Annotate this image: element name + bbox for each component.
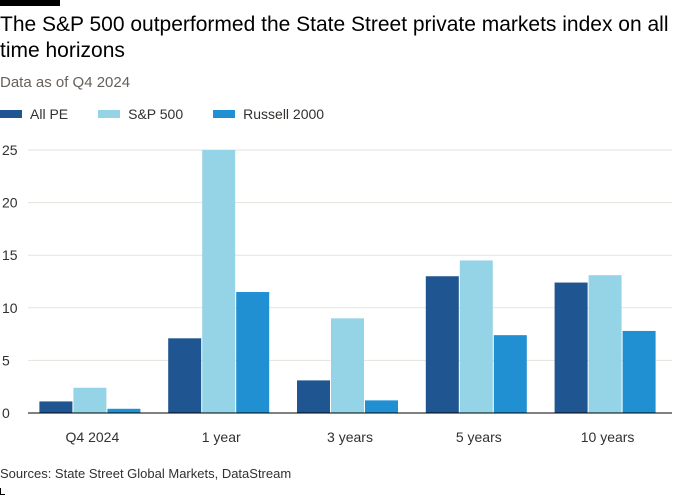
bar [365,400,398,413]
bar [236,292,270,413]
legend-swatch-russell-2000 [213,110,236,118]
bar [331,318,364,413]
chart-title: The S&P 500 outperformed the State Stree… [0,13,669,62]
bar [425,276,459,413]
bar [459,260,493,413]
legend-item-sp500: S&P 500 [98,106,183,122]
chart-legend: All PE S&P 500 Russell 2000 [0,105,354,123]
bar [622,330,656,413]
bar [107,408,141,413]
y-tick-label: 20 [2,195,18,211]
legend-label-sp500: S&P 500 [128,106,184,122]
x-tick-label: 3 years [327,429,373,445]
bar [168,338,202,413]
header-rule [0,0,60,6]
legend-swatch-all-pe [0,110,22,118]
legend-label-all-pe: All PE [30,106,69,122]
x-tick-label: 10 years [581,429,635,445]
legend-swatch-sp500 [98,110,121,118]
source-note: Sources: State Street Global Markets, Da… [0,466,292,481]
y-tick-label: 25 [2,142,18,158]
x-tick-label: 5 years [456,429,502,445]
bar [39,401,73,413]
y-tick-label: 15 [2,247,18,263]
bar [493,335,527,413]
legend-item-russell-2000: Russell 2000 [213,106,324,122]
bar [588,275,622,413]
bar [297,380,330,413]
bar [554,282,588,413]
bar [73,387,107,413]
corner-mark [0,488,5,495]
y-tick-label: 0 [2,405,10,421]
y-tick-label: 5 [2,352,10,368]
chart-subtitle: Data as of Q4 2024 [0,74,131,91]
bar [202,150,236,413]
x-tick-label: 1 year [202,429,241,445]
legend-item-all-pe: All PE [0,106,68,122]
x-tick-label: Q4 2024 [66,429,120,445]
legend-label-russell-2000: Russell 2000 [243,106,325,122]
y-tick-label: 10 [2,300,18,316]
